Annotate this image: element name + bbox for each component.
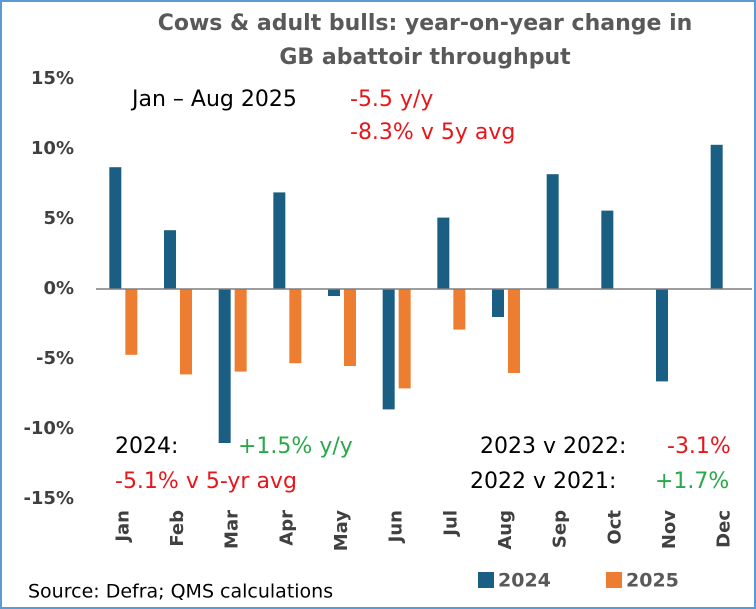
- bar: [382, 289, 395, 410]
- annotation: -5.5 y/y: [350, 87, 433, 112]
- annotation: 2023 v 2022:: [480, 434, 626, 459]
- chart-title: GB abattoir throughput: [279, 45, 571, 70]
- x-tick-label: Dec: [714, 510, 735, 548]
- bar: [273, 192, 286, 289]
- x-tick-label: Aug: [495, 510, 516, 550]
- x-tick-label: Apr: [276, 510, 297, 546]
- y-tick-label: 5%: [43, 208, 74, 229]
- source: Source: Defra; QMS calculations: [28, 581, 333, 603]
- x-tick-label: Feb: [167, 510, 188, 547]
- bar: [125, 289, 138, 355]
- annotation: +1.5% y/y: [238, 434, 353, 459]
- bar: [546, 174, 559, 289]
- bar: [398, 289, 411, 389]
- annotation: 2024:: [115, 434, 178, 459]
- x-tick-label: Jul: [440, 510, 461, 538]
- bar: [164, 230, 176, 289]
- bar: [437, 217, 450, 289]
- legend-label: 2024: [498, 570, 551, 592]
- x-tick-label: Nov: [659, 510, 680, 549]
- x-tick-label: Jun: [386, 510, 407, 544]
- bar: [656, 289, 668, 382]
- annotation: -8.3% v 5y avg: [350, 120, 515, 145]
- annotation: Jan – Aug 2025: [130, 87, 297, 112]
- legend-label: 2025: [626, 570, 679, 592]
- annotation: +1.7%: [655, 469, 729, 494]
- bar: [492, 289, 504, 317]
- bar: [328, 289, 340, 296]
- annotation: 2022 v 2021:: [470, 469, 616, 494]
- bar: [710, 144, 723, 289]
- x-tick-label: Sep: [550, 510, 571, 548]
- y-tick-label: 0%: [43, 278, 74, 299]
- legend-swatch: [478, 572, 494, 588]
- y-tick-label: -15%: [23, 488, 74, 509]
- annotation: -3.1%: [667, 434, 731, 459]
- chart-title: Cows & adult bulls: year-on-year change …: [158, 11, 693, 36]
- legend-swatch: [606, 572, 622, 588]
- x-tick-label: Mar: [222, 510, 243, 549]
- bar: [289, 289, 302, 364]
- annotation: -5.1% v 5-yr avg: [115, 469, 297, 494]
- bar: [109, 167, 122, 289]
- bar: [180, 289, 192, 375]
- bar: [234, 289, 247, 372]
- y-tick-label: 10%: [31, 138, 74, 159]
- x-tick-label: Jan: [112, 510, 133, 544]
- y-tick-label: -10%: [23, 418, 74, 439]
- y-tick-label: -5%: [36, 348, 74, 369]
- bar: [344, 289, 356, 366]
- bar: [508, 289, 520, 373]
- bar: [218, 289, 231, 443]
- bar: [453, 289, 466, 330]
- y-tick-label: 15%: [31, 68, 74, 89]
- x-tick-label: Oct: [604, 510, 625, 545]
- x-tick-label: May: [331, 510, 352, 552]
- bar: [601, 210, 614, 289]
